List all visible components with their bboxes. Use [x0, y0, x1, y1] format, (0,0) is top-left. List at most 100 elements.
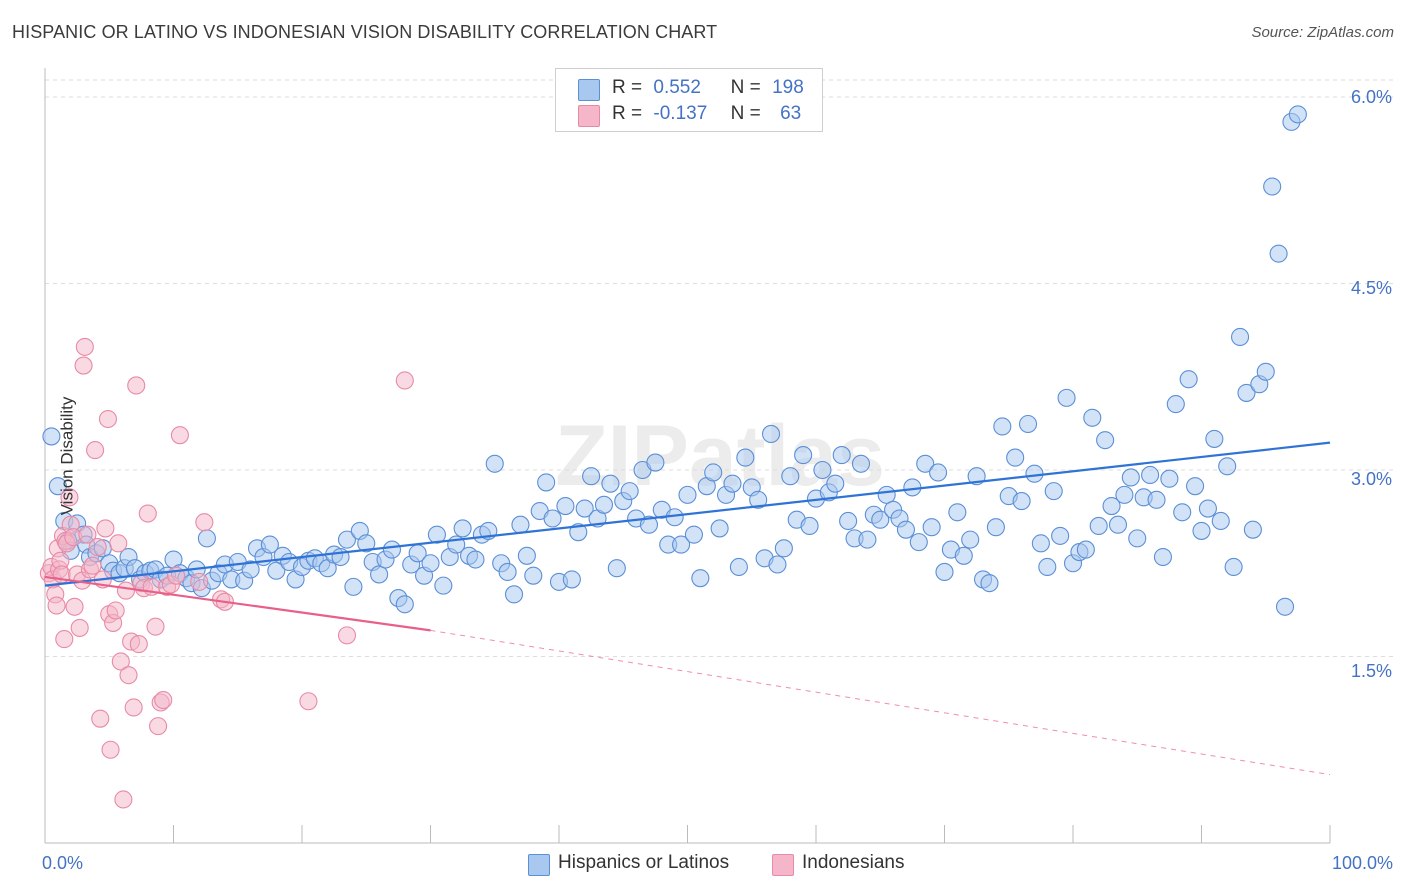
data-point [723, 474, 742, 493]
r-label: R = [612, 103, 643, 124]
data-point [1166, 395, 1185, 414]
data-point [344, 577, 363, 596]
data-point [88, 538, 107, 557]
data-point [337, 626, 357, 645]
data-point [594, 495, 614, 514]
data-point [1160, 469, 1179, 488]
data-point [149, 717, 168, 736]
data-point [1076, 540, 1095, 559]
data-point [1025, 464, 1044, 483]
data-point [851, 454, 871, 473]
pink-swatch [772, 854, 794, 876]
data-point [427, 525, 446, 544]
data-point [1121, 468, 1140, 487]
data-point [781, 467, 800, 486]
data-point [826, 474, 845, 493]
data-point [1243, 520, 1262, 539]
data-point [1205, 429, 1224, 448]
data-point [922, 518, 941, 537]
data-point [170, 426, 189, 445]
data-point [109, 534, 128, 553]
data-point [556, 497, 575, 516]
data-point [1044, 482, 1063, 501]
indonesian-trend-extension [430, 629, 1331, 776]
data-point [993, 417, 1012, 436]
data-point [639, 515, 659, 534]
data-point [119, 666, 138, 685]
data-point [395, 595, 414, 614]
data-point [562, 570, 581, 589]
data-point [70, 618, 89, 637]
data-point [60, 488, 79, 507]
data-point [646, 453, 665, 472]
data-point [1263, 177, 1282, 196]
data-point [267, 561, 286, 580]
y-tick-label: 1.5% [1350, 661, 1392, 681]
data-point [504, 585, 524, 604]
data-point [138, 504, 157, 523]
data-point [154, 690, 173, 710]
data-point [774, 539, 793, 558]
data-point [1186, 477, 1205, 496]
data-point [55, 630, 74, 649]
indonesian-points [39, 337, 414, 809]
data-point [129, 635, 148, 654]
data-point [65, 597, 84, 616]
data-point [260, 535, 279, 554]
n-value: 63 [780, 103, 802, 124]
data-point [195, 513, 214, 532]
data-point [896, 520, 916, 539]
data-point [761, 424, 781, 443]
data-point [948, 503, 967, 522]
data-point [768, 555, 787, 574]
data-point [370, 565, 389, 584]
data-point [1083, 408, 1102, 427]
data-point [337, 530, 357, 549]
data-point [729, 557, 748, 577]
data-point [961, 530, 980, 549]
data-point [1198, 499, 1217, 518]
data-point [800, 516, 819, 536]
r-label: R = [612, 77, 643, 98]
data-point [78, 525, 97, 544]
data-point [736, 448, 755, 467]
data-point [710, 519, 729, 538]
data-point [684, 525, 703, 544]
data-point [601, 474, 620, 493]
data-point [839, 511, 858, 531]
data-point [749, 490, 768, 509]
data-point [1115, 485, 1134, 504]
data-point [146, 617, 165, 636]
blue-swatch [578, 79, 600, 101]
data-point [498, 562, 517, 582]
data-point [83, 556, 102, 575]
data-point [1231, 327, 1250, 347]
trend-lines [44, 441, 1331, 776]
data-point [954, 546, 973, 565]
data-point [421, 554, 440, 573]
blue-swatch [528, 854, 550, 876]
data-point [832, 446, 851, 465]
data-point [1153, 547, 1172, 567]
data-point [986, 518, 1005, 537]
chart-title: HISPANIC OR LATINO VS INDONESIAN VISION … [12, 22, 718, 42]
data-point [620, 482, 639, 501]
legend-label: Indonesians [802, 852, 905, 873]
n-value: 198 [772, 77, 804, 98]
data-point [485, 454, 504, 473]
data-point [1237, 383, 1256, 402]
pink-swatch [578, 105, 600, 127]
data-point [190, 572, 209, 591]
data-point [511, 515, 530, 534]
data-point [98, 409, 118, 429]
data-point [299, 692, 318, 711]
hispanic-points [42, 105, 1307, 616]
data-point [1256, 362, 1275, 381]
n-label: N = [730, 103, 761, 124]
y-tick-label: 6.0% [1350, 87, 1392, 107]
data-point [1269, 244, 1288, 263]
data-point [86, 441, 105, 460]
source-label: Source: ZipAtlas.com [1251, 24, 1394, 41]
hispanic-trend-line [44, 441, 1331, 587]
